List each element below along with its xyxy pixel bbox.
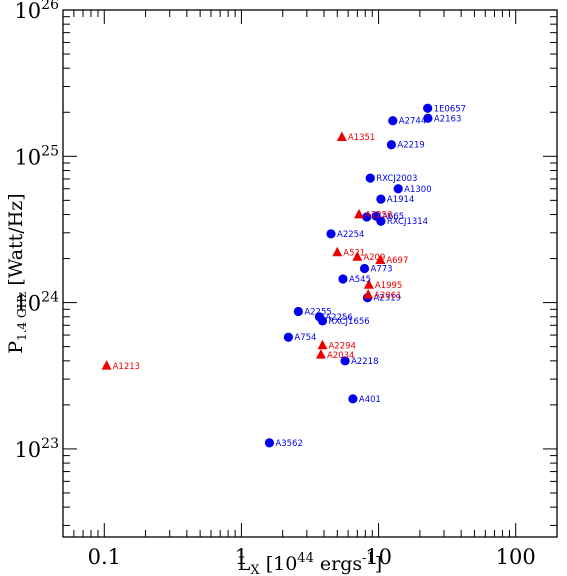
point-label: A2218 <box>351 357 378 367</box>
data-point-circle <box>388 116 398 126</box>
axis-ticks <box>62 9 558 537</box>
point-label: A2294 <box>328 341 355 351</box>
point-label: A1914 <box>387 195 414 205</box>
point-label: A2256 <box>325 313 352 323</box>
point-label: A2219 <box>397 141 424 151</box>
point-label: RXCJ1656 <box>328 317 369 327</box>
x-tick-label: 10 <box>365 545 392 569</box>
point-label: A2034 <box>327 351 354 361</box>
data-point-circle <box>283 332 293 342</box>
data-points <box>101 103 433 448</box>
data-point-triangle <box>336 131 347 142</box>
x-tick-label: 1 <box>235 545 248 569</box>
data-point-circle <box>326 229 336 239</box>
data-point-circle <box>362 212 372 222</box>
data-point-triangle <box>363 279 374 289</box>
data-point-circle <box>423 103 433 113</box>
point-label: RXCJ1314 <box>387 217 428 227</box>
point-label: A545 <box>349 275 371 285</box>
data-point-circle <box>376 216 386 226</box>
data-point-triangle <box>315 349 326 359</box>
point-label: A209 <box>363 253 385 263</box>
data-point-circle <box>340 356 350 366</box>
x-tick-label: 0.1 <box>88 545 121 569</box>
point-label: 1E0657 <box>434 104 466 114</box>
point-label: A401 <box>359 395 381 405</box>
x-axis-label: LX [1044 ergs-1] <box>238 551 382 576</box>
y-axis-label: P1.4 GHz [Watt/Hz] <box>5 193 29 353</box>
point-label: A1351 <box>348 133 375 143</box>
data-point-circle <box>348 394 358 404</box>
point-label: A754 <box>294 333 316 343</box>
point-label: A2256 <box>365 211 392 221</box>
data-point-triangle <box>375 254 386 264</box>
tick-labels: 0.1 1 10 100 1023 1024 1025 1026 <box>14 0 535 569</box>
data-point-circle <box>338 274 348 284</box>
y-tick-label: 1023 <box>14 436 59 462</box>
point-label: RXCJ2003 <box>376 174 417 184</box>
data-point-circle <box>365 173 375 183</box>
data-point-triangle <box>317 339 328 350</box>
point-label: A1300 <box>404 185 431 195</box>
data-point-circle <box>293 306 303 317</box>
point-label: A2061 <box>374 291 401 301</box>
data-point-circle <box>376 194 386 204</box>
x-tick-label: 100 <box>496 545 536 569</box>
point-label: A1995 <box>375 281 402 291</box>
point-label: A3562 <box>275 439 302 449</box>
point-label: A1213 <box>113 362 140 372</box>
point-label: A2254 <box>337 230 364 240</box>
point-label: A665 <box>382 212 404 222</box>
point-label: A2255 <box>304 307 331 317</box>
y-tick-label: 1026 <box>14 0 59 23</box>
data-point-circle <box>264 438 275 448</box>
data-point-triangle <box>363 289 374 299</box>
y-tick-label: 1024 <box>14 290 59 316</box>
data-point-circle <box>359 263 370 274</box>
point-label: A697 <box>386 256 408 266</box>
y-tick-label: 1025 <box>14 143 59 169</box>
data-point-circle <box>386 140 396 150</box>
data-point-triangle <box>332 246 343 257</box>
data-point-triangle <box>101 360 112 370</box>
data-point-circle <box>393 184 403 194</box>
data-point-triangle <box>352 251 363 261</box>
point-label: A773 <box>371 265 393 275</box>
point-label: A521 <box>343 249 365 259</box>
data-point-circle <box>423 113 433 123</box>
plot-frame <box>62 9 558 538</box>
point-label: A2744 <box>399 117 426 127</box>
point-label: A2163 <box>434 114 461 124</box>
point-label: A2319 <box>373 294 400 304</box>
data-point-triangle <box>354 208 365 219</box>
data-point-circle <box>317 316 328 326</box>
